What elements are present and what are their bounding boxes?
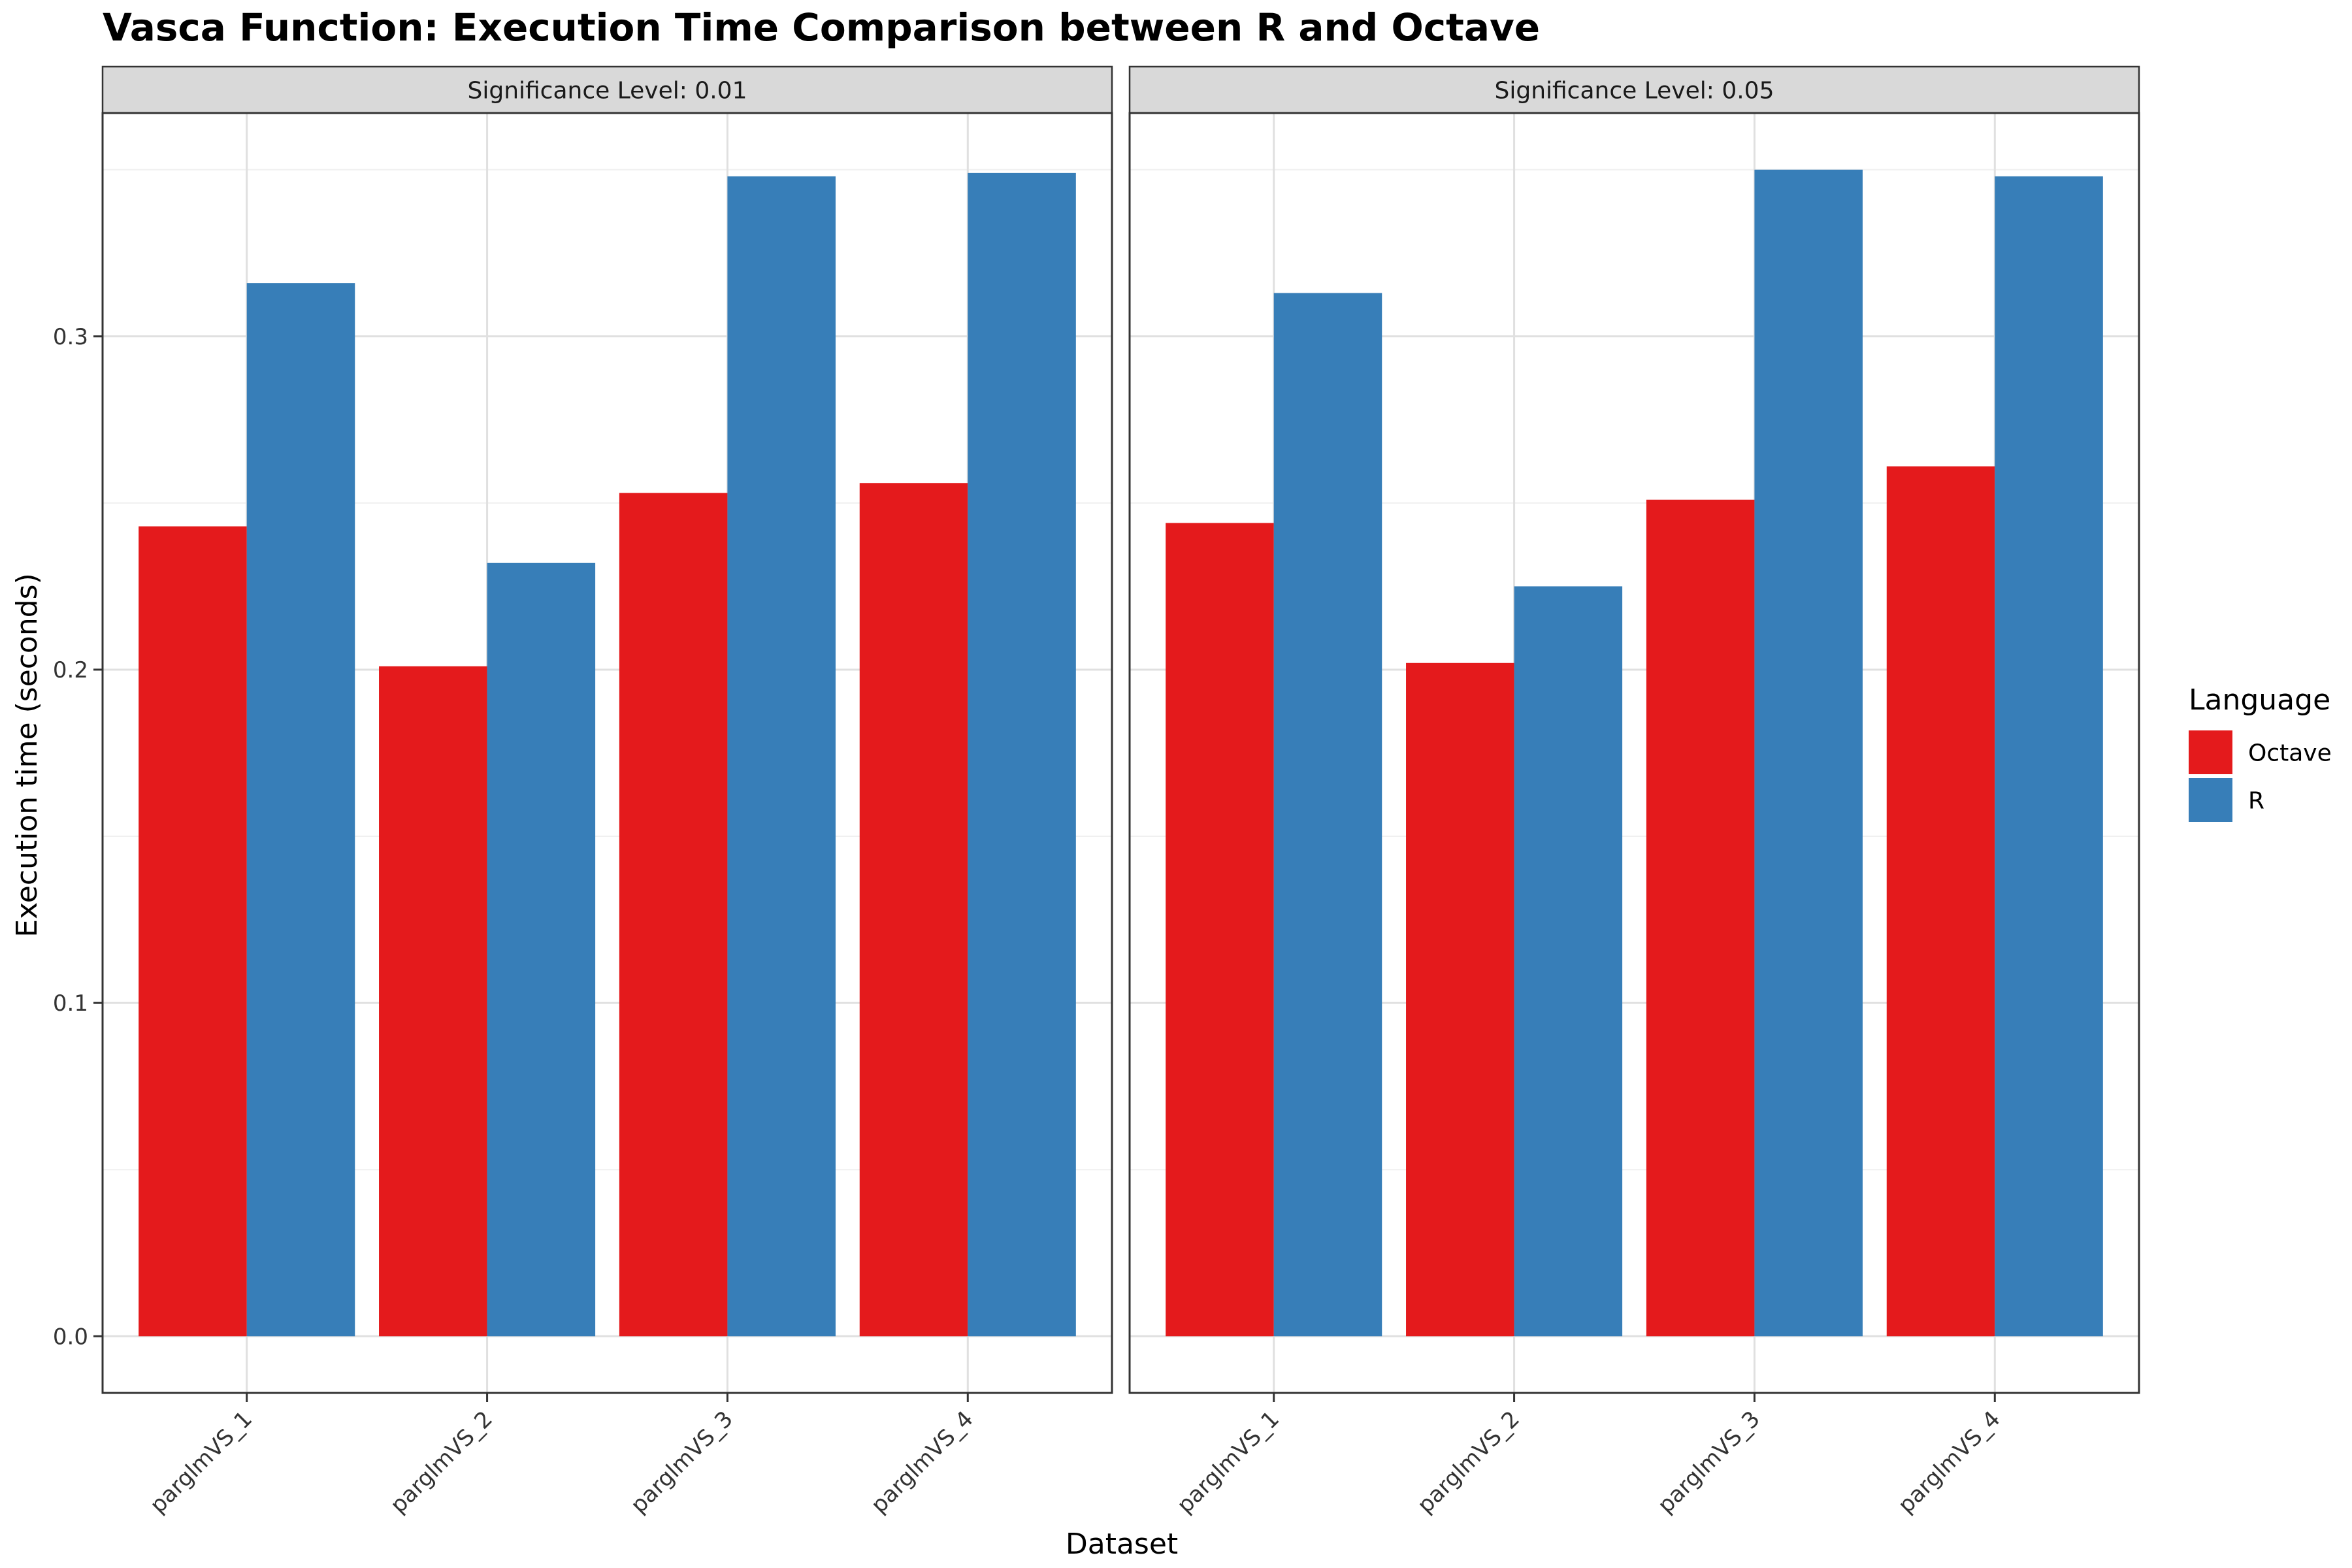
- bar-r-parglmvs_2: [1514, 586, 1623, 1337]
- bar-octave-parglmvs_3: [619, 493, 728, 1337]
- y-tick-label: 0.1: [53, 990, 88, 1017]
- panel-border: [101, 112, 1113, 1394]
- bar-r-parglmvs_4: [1995, 176, 2103, 1337]
- legend-key-r: [2189, 778, 2232, 822]
- bar-r-parglmvs_3: [1754, 169, 1863, 1337]
- bar-octave-parglmvs_1: [1166, 523, 1274, 1337]
- legend-label-r: R: [2248, 788, 2264, 815]
- facet-strip: [101, 65, 1113, 114]
- chart-title: Vasca Function: Execution Time Compariso…: [103, 5, 1540, 50]
- bar-r-parglmvs_2: [487, 563, 596, 1337]
- facet-strip-label: Significance Level: 0.01: [467, 78, 747, 105]
- legend-title: Language: [2189, 683, 2330, 717]
- y-axis-title: Execution time (seconds): [10, 573, 44, 937]
- bar-r-parglmvs_3: [727, 176, 836, 1337]
- bar-r-parglmvs_1: [246, 283, 355, 1337]
- bar-r-parglmvs_1: [1273, 293, 1382, 1337]
- facet-strip: [1128, 65, 2140, 114]
- bar-octave-parglmvs_2: [1406, 662, 1514, 1337]
- bar-r-parglmvs_4: [968, 172, 1076, 1337]
- x-axis-title: Dataset: [1066, 1527, 1178, 1561]
- bar-octave-parglmvs_3: [1646, 499, 1755, 1337]
- y-tick-label: 0.3: [53, 324, 88, 350]
- bar-octave-parglmvs_1: [139, 526, 247, 1337]
- legend-key-octave: [2189, 730, 2232, 774]
- facet-strip-label: Significance Level: 0.05: [1494, 78, 1774, 105]
- legend-label-octave: Octave: [2248, 740, 2332, 767]
- y-tick-label: 0.2: [53, 657, 88, 683]
- legend: Language Octave R: [2189, 683, 2332, 822]
- bar-octave-parglmvs_4: [1886, 466, 1995, 1337]
- y-tick-label: 0.0: [53, 1324, 88, 1350]
- bar-octave-parglmvs_4: [859, 483, 968, 1337]
- panel-border: [1128, 112, 2140, 1394]
- bar-octave-parglmvs_2: [379, 666, 487, 1337]
